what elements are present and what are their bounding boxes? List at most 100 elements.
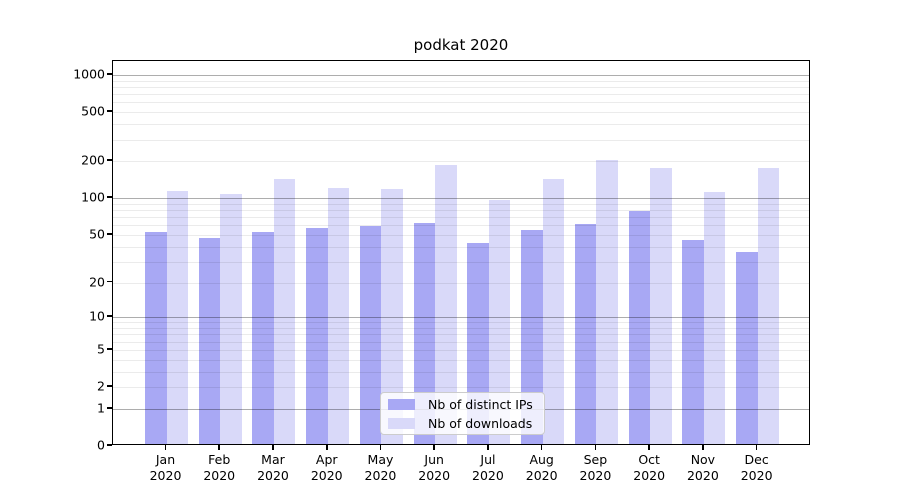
gridline-y-20 <box>113 282 809 284</box>
x-tick-label-mar: Mar 2020 <box>257 452 289 483</box>
bar-distinct-ips-mar <box>252 231 274 444</box>
x-tick-mark-jul <box>487 445 489 450</box>
x-tick-mark-jan <box>164 445 167 450</box>
x-tick-label-apr: Apr 2020 <box>310 452 343 483</box>
x-tick-label-jun: Jun 2020 <box>418 452 451 483</box>
y-tick-label-1: 1 <box>97 400 105 416</box>
gridline-y-500 <box>113 112 809 114</box>
x-tick-mark-may <box>379 445 382 450</box>
bar-downloads-dec <box>757 167 780 444</box>
y-tick-mark-20 <box>107 280 112 283</box>
gridline-y-400 <box>113 124 809 126</box>
x-tick-mark-apr <box>325 445 328 450</box>
y-tick-label-0: 0 <box>97 437 105 453</box>
x-tick-label-dec: Dec 2020 <box>740 452 773 483</box>
gridline-y-900 <box>113 80 809 82</box>
y-tick-mark-1 <box>107 406 112 409</box>
x-tick-label-nov: Nov 2020 <box>686 452 719 483</box>
gridline-y-700 <box>113 94 809 96</box>
gridline-y-7 <box>113 334 809 336</box>
plot-area <box>112 60 810 445</box>
y-tick-mark-100 <box>107 196 112 198</box>
legend-label-downloads: Nb of downloads <box>428 415 533 431</box>
x-tick-label-jul: Jul 2020 <box>472 452 504 483</box>
gridline-y-40 <box>113 246 809 248</box>
gridline-y-6 <box>113 341 809 343</box>
legend-swatch-downloads <box>388 417 415 429</box>
bar-distinct-ips-may <box>359 225 382 444</box>
x-tick-mark-aug <box>540 445 543 450</box>
gridline-y-300 <box>113 139 809 141</box>
gridline-y-90 <box>113 203 809 205</box>
gridline-y-2 <box>113 387 809 388</box>
legend-label-distinct-ips: Nb of distinct IPs <box>428 396 533 412</box>
legend-swatch-distinct-ips <box>388 398 415 410</box>
x-tick-mark-jun <box>433 445 435 450</box>
y-tick-mark-200 <box>107 159 112 161</box>
bar-downloads-jan <box>166 191 188 444</box>
y-tick-mark-5 <box>107 347 112 350</box>
x-tick-mark-mar <box>272 445 274 450</box>
gridline-y-600 <box>113 102 809 104</box>
bar-distinct-ips-jun <box>413 223 436 444</box>
gridline-y-60 <box>113 225 809 227</box>
bar-distinct-ips-apr <box>306 227 328 444</box>
bar-distinct-ips-dec <box>736 251 758 444</box>
y-tick-label-200: 200 <box>81 152 105 168</box>
legend-row-downloads: Nb of downloads <box>388 416 537 431</box>
legend-row-distinct-ips: Nb of distinct IPs <box>388 397 537 412</box>
bar-downloads-sep <box>596 160 618 444</box>
gridline-y-800 <box>113 86 809 88</box>
bar-downloads-jul <box>488 200 511 444</box>
bar-downloads-mar <box>273 179 296 444</box>
x-tick-mark-sep <box>594 445 597 450</box>
gridline-y-100 <box>113 198 809 200</box>
y-tick-label-2: 2 <box>97 378 105 394</box>
y-tick-label-10: 10 <box>89 308 105 324</box>
x-tick-mark-oct <box>648 445 650 450</box>
gridline-y-9 <box>113 322 809 324</box>
x-tick-label-may: May 2020 <box>364 452 397 483</box>
gridline-y-3 <box>113 371 809 373</box>
y-tick-label-500: 500 <box>81 103 105 119</box>
gridline-y-5 <box>113 349 809 351</box>
y-tick-mark-0 <box>107 444 112 446</box>
y-tick-label-5: 5 <box>97 341 105 357</box>
gridline-y-80 <box>113 210 809 212</box>
y-tick-mark-50 <box>107 233 112 235</box>
y-tick-label-50: 50 <box>89 226 105 242</box>
gridline-y-8 <box>113 328 809 329</box>
bar-distinct-ips-jan <box>145 231 167 444</box>
bar-downloads-may <box>381 188 403 444</box>
x-tick-mark-nov <box>702 445 704 450</box>
bar-downloads-nov <box>703 192 726 444</box>
gridline-y-4 <box>113 359 809 361</box>
gridline-y-1000 <box>113 75 809 76</box>
x-tick-label-jan: Jan 2020 <box>149 452 182 483</box>
x-tick-mark-feb <box>218 445 221 450</box>
chart-title: podkat 2020 <box>413 36 509 54</box>
x-tick-label-sep: Sep 2020 <box>579 452 612 483</box>
gridline-y-30 <box>113 261 809 263</box>
bar-distinct-ips-nov <box>682 239 704 444</box>
gridline-y-70 <box>113 217 809 219</box>
x-tick-mark-dec <box>755 445 758 450</box>
bar-distinct-ips-aug <box>521 229 543 444</box>
y-tick-mark-1000 <box>107 73 112 75</box>
bar-downloads-oct <box>650 167 672 444</box>
gridline-y-10 <box>113 317 809 319</box>
legend: Nb of distinct IPs Nb of downloads <box>380 392 545 435</box>
x-tick-label-oct: Oct 2020 <box>633 452 666 483</box>
y-tick-label-1000: 1000 <box>73 66 105 82</box>
gridline-y-200 <box>113 161 809 163</box>
bar-downloads-jun <box>435 164 457 444</box>
y-tick-mark-500 <box>107 110 112 112</box>
bar-distinct-ips-feb <box>198 238 221 444</box>
bar-downloads-feb <box>220 193 242 444</box>
bar-downloads-aug <box>542 179 565 444</box>
bar-downloads-apr <box>327 187 350 444</box>
y-tick-mark-2 <box>107 385 112 387</box>
y-tick-mark-10 <box>107 315 112 318</box>
x-tick-label-feb: Feb 2020 <box>203 452 236 483</box>
